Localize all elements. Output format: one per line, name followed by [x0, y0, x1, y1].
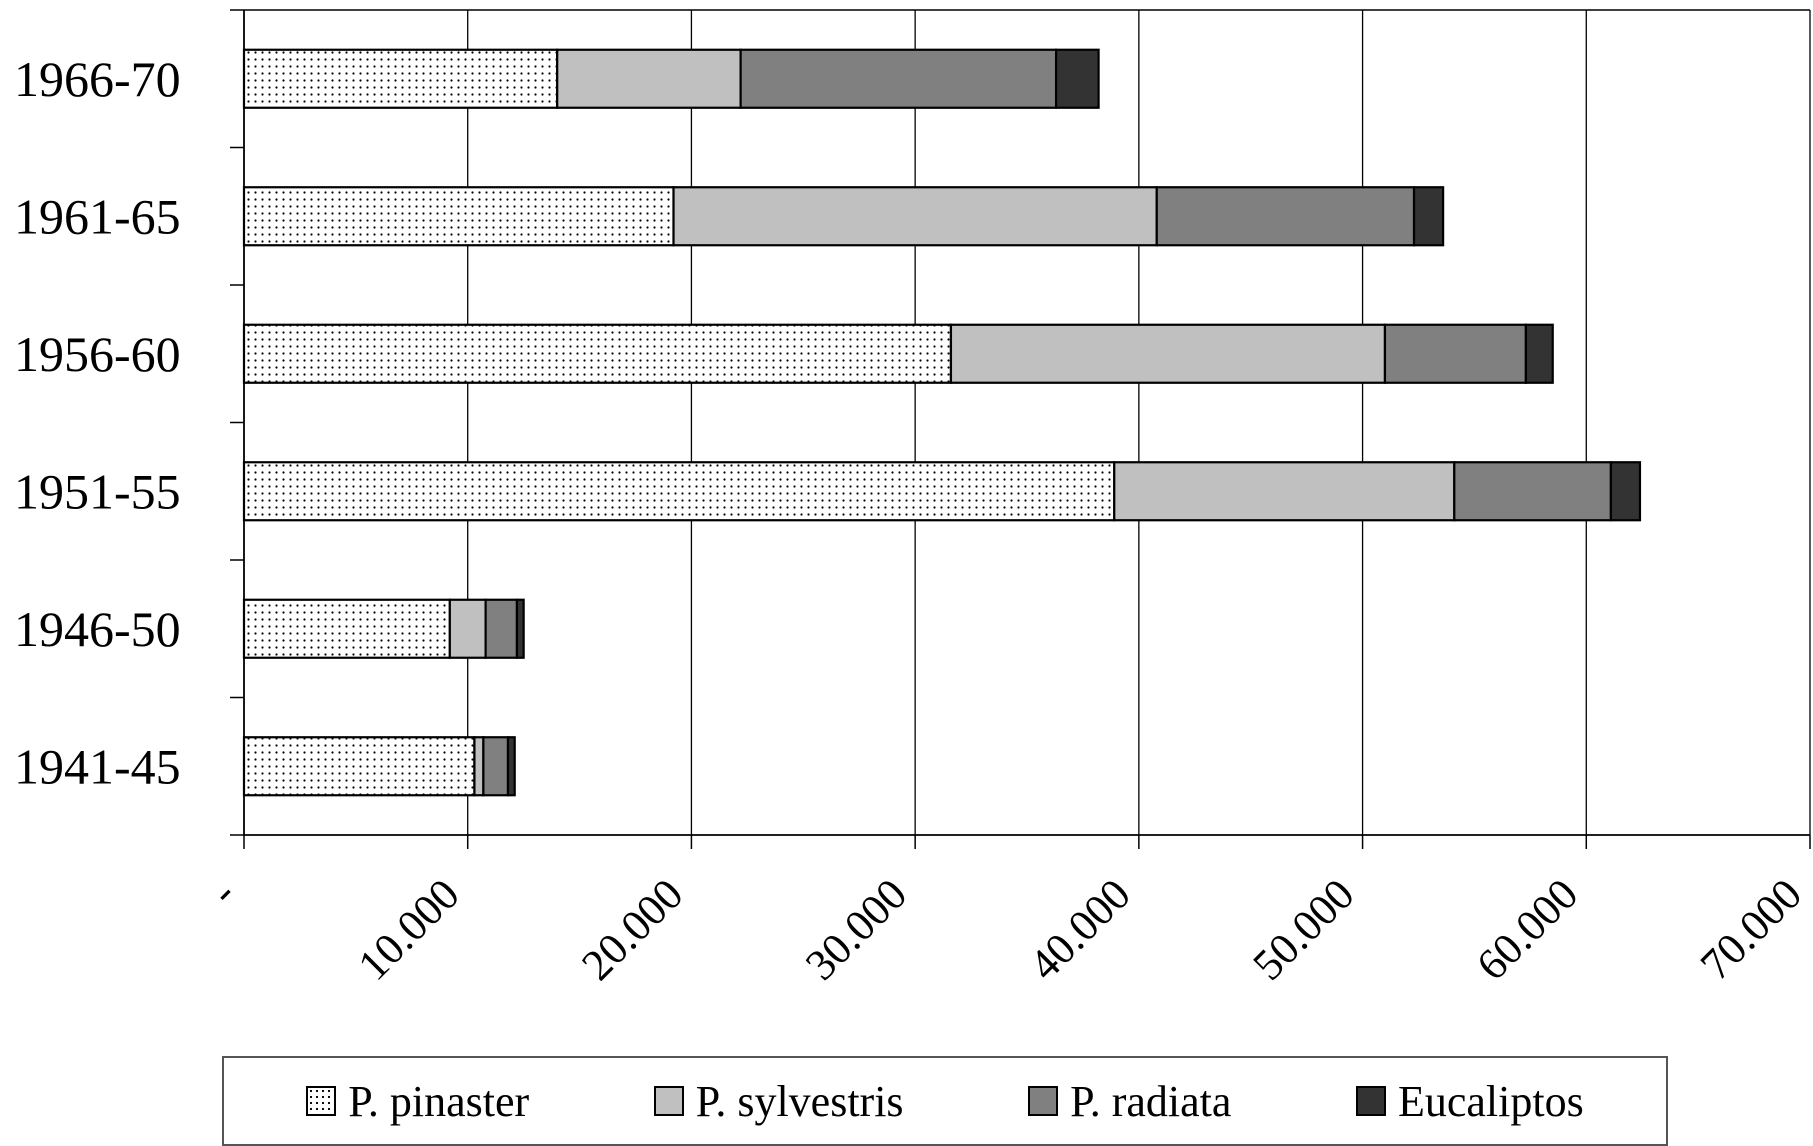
x-tick-labels: - 10.000 20.000 30.000 40.000 50.000 60.000 70.…	[200, 869, 1811, 989]
legend-label: P. radiata	[1070, 1076, 1232, 1126]
bar-segment-p-sylvestris-1946-50	[448, 598, 487, 659]
bar-segment-p-pinaster-1956-60	[242, 323, 953, 384]
category-label: 1966-70	[14, 51, 181, 107]
bar-segment-p-radiata-1961-65	[1155, 186, 1416, 247]
bar-segment-p-sylvestris-1941-45	[473, 736, 485, 797]
bar-segment-p-pinaster-1961-65	[242, 186, 675, 247]
legend-swatch	[306, 1086, 337, 1116]
x-tick-label: 20.000	[572, 869, 692, 989]
bar-segment-eucaliptos-1966-70	[1054, 48, 1100, 109]
bar-segment-p-sylvestris-1966-70	[556, 48, 742, 109]
bar-segment-p-sylvestris-1961-65	[672, 186, 1158, 247]
bar-segment-eucaliptos-1941-45	[506, 736, 516, 797]
bar-segment-p-pinaster-1941-45	[242, 736, 476, 797]
category-label: 1941-45	[14, 738, 181, 794]
bar-segment-p-radiata-1941-45	[482, 736, 510, 797]
legend-item: P. radiata	[1028, 1076, 1231, 1127]
category-label: 1956-60	[14, 326, 181, 382]
category-label: 1951-55	[14, 463, 181, 519]
x-tick-label: 60.000	[1467, 869, 1587, 989]
legend-label: Eucaliptos	[1397, 1076, 1584, 1126]
gridlines	[467, 10, 1811, 835]
bar-segment-p-sylvestris-1956-60	[949, 323, 1387, 384]
category-label: 1961-65	[14, 188, 181, 244]
legend-swatch	[1028, 1086, 1059, 1116]
category-labels: 1941-45 1946-50 1951-55 1956-60 1961-65 1966-…	[14, 51, 181, 795]
legend-item: P. sylvestris	[653, 1076, 904, 1127]
axes	[230, 9, 1811, 849]
legend-label: P. sylvestris	[695, 1076, 904, 1126]
legend-item: Eucaliptos	[1355, 1076, 1584, 1127]
bar-segment-eucaliptos-1946-50	[515, 598, 525, 659]
x-tick-label: 10.000	[349, 869, 469, 989]
bar-segment-p-pinaster-1951-55	[242, 461, 1116, 522]
bar-segment-p-radiata-1951-55	[1453, 461, 1612, 522]
bar-segment-p-radiata-1966-70	[739, 48, 1058, 109]
legend-swatch	[653, 1086, 684, 1116]
bar-segment-eucaliptos-1956-60	[1524, 323, 1554, 384]
bar-segment-eucaliptos-1961-65	[1412, 186, 1445, 247]
bar-segment-eucaliptos-1951-55	[1609, 461, 1642, 522]
legend-label: P. pinaster	[348, 1076, 530, 1126]
bar-segment-p-pinaster-1966-70	[242, 48, 559, 109]
x-tick-label: 50.000	[1243, 869, 1363, 989]
bar-segment-p-radiata-1946-50	[484, 598, 519, 659]
x-tick-label: 30.000	[796, 869, 916, 989]
bar-segment-p-sylvestris-1951-55	[1113, 461, 1456, 522]
category-label: 1946-50	[14, 601, 181, 657]
legend: P. pinaster P. sylvestris P. radiata Eucali…	[222, 1056, 1668, 1146]
bar-segment-p-radiata-1956-60	[1383, 323, 1527, 384]
bar-segment-p-pinaster-1946-50	[242, 598, 451, 659]
x-tick-label: 40.000	[1020, 869, 1140, 989]
legend-item: P. pinaster	[306, 1076, 529, 1127]
bars	[242, 48, 1642, 797]
x-tick-label: -	[200, 869, 245, 914]
x-tick-label: 70.000	[1691, 869, 1811, 989]
legend-swatch	[1355, 1086, 1386, 1116]
